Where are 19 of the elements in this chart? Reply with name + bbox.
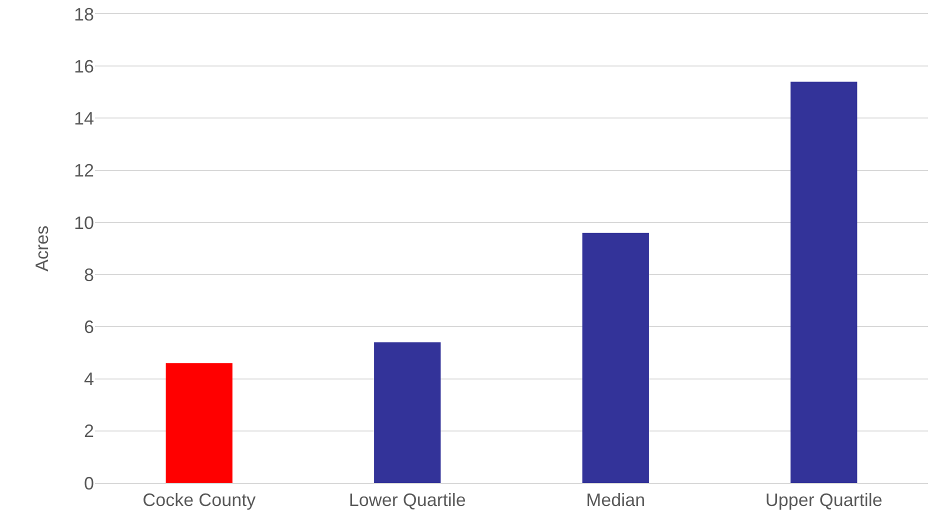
x-tick-label: Upper Quartile	[765, 490, 882, 510]
y-tick-label: 18	[74, 4, 94, 24]
y-tick-label: 16	[74, 56, 94, 76]
y-tick-label: 8	[84, 264, 94, 285]
y-tick-label: 0	[84, 473, 94, 494]
bar	[374, 342, 441, 483]
bar	[790, 82, 858, 483]
bar	[582, 232, 649, 483]
bar	[166, 363, 232, 483]
y-tick-label: 14	[74, 108, 94, 129]
y-axis-title: Acres	[32, 225, 52, 272]
x-tick-label: Median	[586, 490, 646, 510]
y-tick-label: 2	[84, 421, 94, 442]
y-tick-label: 12	[74, 160, 94, 181]
y-tick-label: 6	[84, 316, 94, 337]
x-tick-label: Cocke County	[142, 490, 256, 510]
y-tick-label: 10	[74, 212, 94, 233]
x-tick-label: Lower Quartile	[348, 490, 466, 510]
y-tick-label: 4	[84, 369, 94, 390]
